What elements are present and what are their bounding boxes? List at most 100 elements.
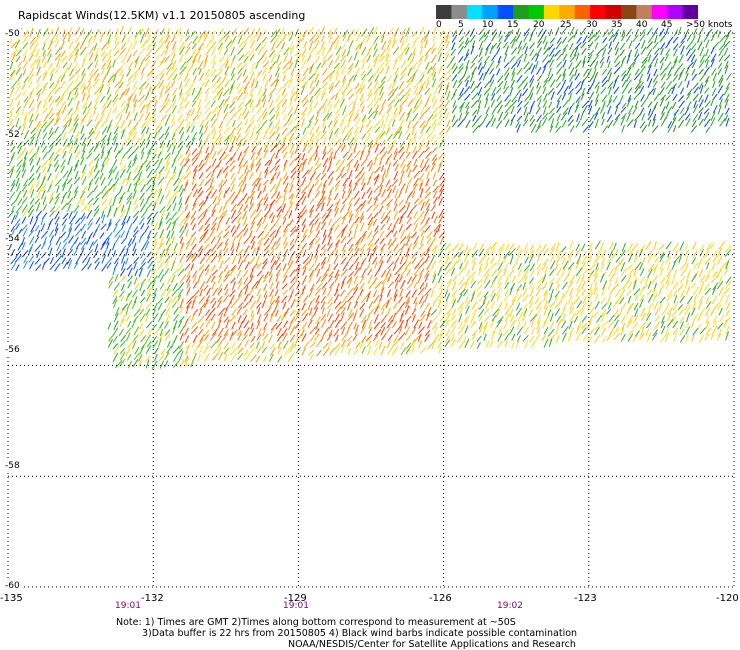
wind-barb: [203, 60, 208, 68]
wind-barb: [573, 29, 578, 38]
wind-barb: [450, 254, 456, 263]
wind-barb: [190, 217, 196, 225]
wind-barb: [555, 41, 562, 50]
wind-barb: [413, 217, 420, 225]
wind-barb: [497, 275, 503, 285]
wind-barb: [107, 74, 115, 83]
wind-barb: [112, 94, 119, 103]
wind-barb: [523, 101, 530, 108]
wind-barb: [204, 68, 211, 76]
wind-barb: [671, 276, 675, 285]
wind-barb: [322, 287, 327, 296]
wind-barb: [394, 99, 400, 107]
wind-barb: [366, 126, 373, 134]
wind-barb: [711, 275, 719, 283]
wind-barb: [251, 177, 259, 187]
wind-barb: [704, 250, 710, 258]
wind-barb: [465, 59, 470, 69]
wind-barb: [56, 185, 60, 194]
wind-barb: [114, 307, 120, 317]
wind-barb: [42, 172, 47, 181]
wind-barb: [322, 98, 328, 108]
wind-barb: [287, 353, 295, 363]
wind-barb: [257, 314, 262, 323]
wind-barb: [556, 37, 562, 44]
wind-barb: [458, 36, 464, 43]
wind-barb: [256, 307, 261, 315]
wind-barb: [66, 168, 73, 178]
wind-barb: [308, 273, 313, 283]
wind-barb: [249, 53, 255, 62]
wind-barb: [620, 70, 627, 77]
wind-barb: [262, 215, 268, 225]
wind-barb: [404, 305, 410, 315]
wind-barb: [587, 289, 593, 297]
wind-barb: [75, 75, 80, 83]
wind-barb: [67, 191, 72, 199]
wind-barb: [413, 236, 420, 245]
wind-barb: [381, 188, 386, 198]
wind-barb: [723, 34, 730, 44]
wind-barb: [216, 223, 220, 232]
wind-barb: [380, 164, 385, 173]
wind-barb: [634, 80, 642, 90]
wind-barb: [492, 308, 499, 317]
wind-barb: [87, 222, 93, 231]
wind-barb: [211, 137, 219, 146]
wind-barb: [542, 65, 547, 74]
wind-barb: [615, 48, 619, 56]
wind-barb: [725, 260, 730, 270]
wind-barb: [373, 313, 379, 324]
wind-barb: [80, 133, 85, 141]
wind-barb: [287, 138, 293, 147]
wind-barb: [594, 99, 599, 107]
wind-barb: [393, 334, 400, 343]
wind-barb: [482, 296, 487, 304]
wind-barb: [723, 87, 730, 96]
wind-barb: [394, 217, 400, 226]
wind-barb: [529, 49, 535, 57]
wind-barb: [548, 67, 552, 77]
wind-barb: [126, 215, 131, 224]
wind-barb: [373, 25, 379, 35]
wind-barb: [394, 55, 401, 63]
wind-barb: [107, 177, 113, 186]
wind-barb: [114, 36, 118, 45]
wind-barb: [621, 79, 627, 88]
wind-barb: [359, 288, 364, 296]
wind-barb: [607, 295, 611, 304]
wind-barb: [186, 279, 191, 289]
wind-barb: [314, 119, 319, 126]
wind-barb: [626, 243, 634, 253]
wind-barb: [224, 54, 231, 64]
wind-barb: [699, 275, 706, 283]
wind-barb: [334, 131, 339, 139]
wind-barb: [717, 112, 724, 122]
wind-barb: [322, 106, 327, 114]
wind-barb: [119, 25, 124, 36]
wind-barb: [497, 104, 504, 114]
pass-time-label: 19:01: [283, 601, 309, 611]
wind-barb: [333, 27, 338, 35]
wind-barb: [537, 314, 541, 324]
wind-barb: [427, 341, 435, 350]
wind-barb: [406, 75, 413, 83]
wind-barb: [41, 241, 46, 250]
wind-barb: [699, 327, 706, 335]
wind-barb: [114, 360, 123, 369]
wind-barb: [465, 245, 469, 253]
wind-barb: [106, 138, 110, 147]
wind-barb: [153, 222, 158, 232]
wind-barb: [177, 73, 184, 81]
wind-barb: [372, 334, 378, 342]
wind-barb: [11, 48, 18, 57]
wind-barb: [171, 268, 179, 277]
wind-barb: [465, 29, 471, 37]
wind-barb: [359, 215, 365, 224]
wind-barb: [261, 94, 267, 103]
wind-barb: [264, 127, 270, 134]
wind-barb: [639, 286, 645, 296]
wind-barb: [633, 53, 640, 62]
wind-barb: [222, 209, 228, 218]
wind-barb: [476, 81, 482, 88]
